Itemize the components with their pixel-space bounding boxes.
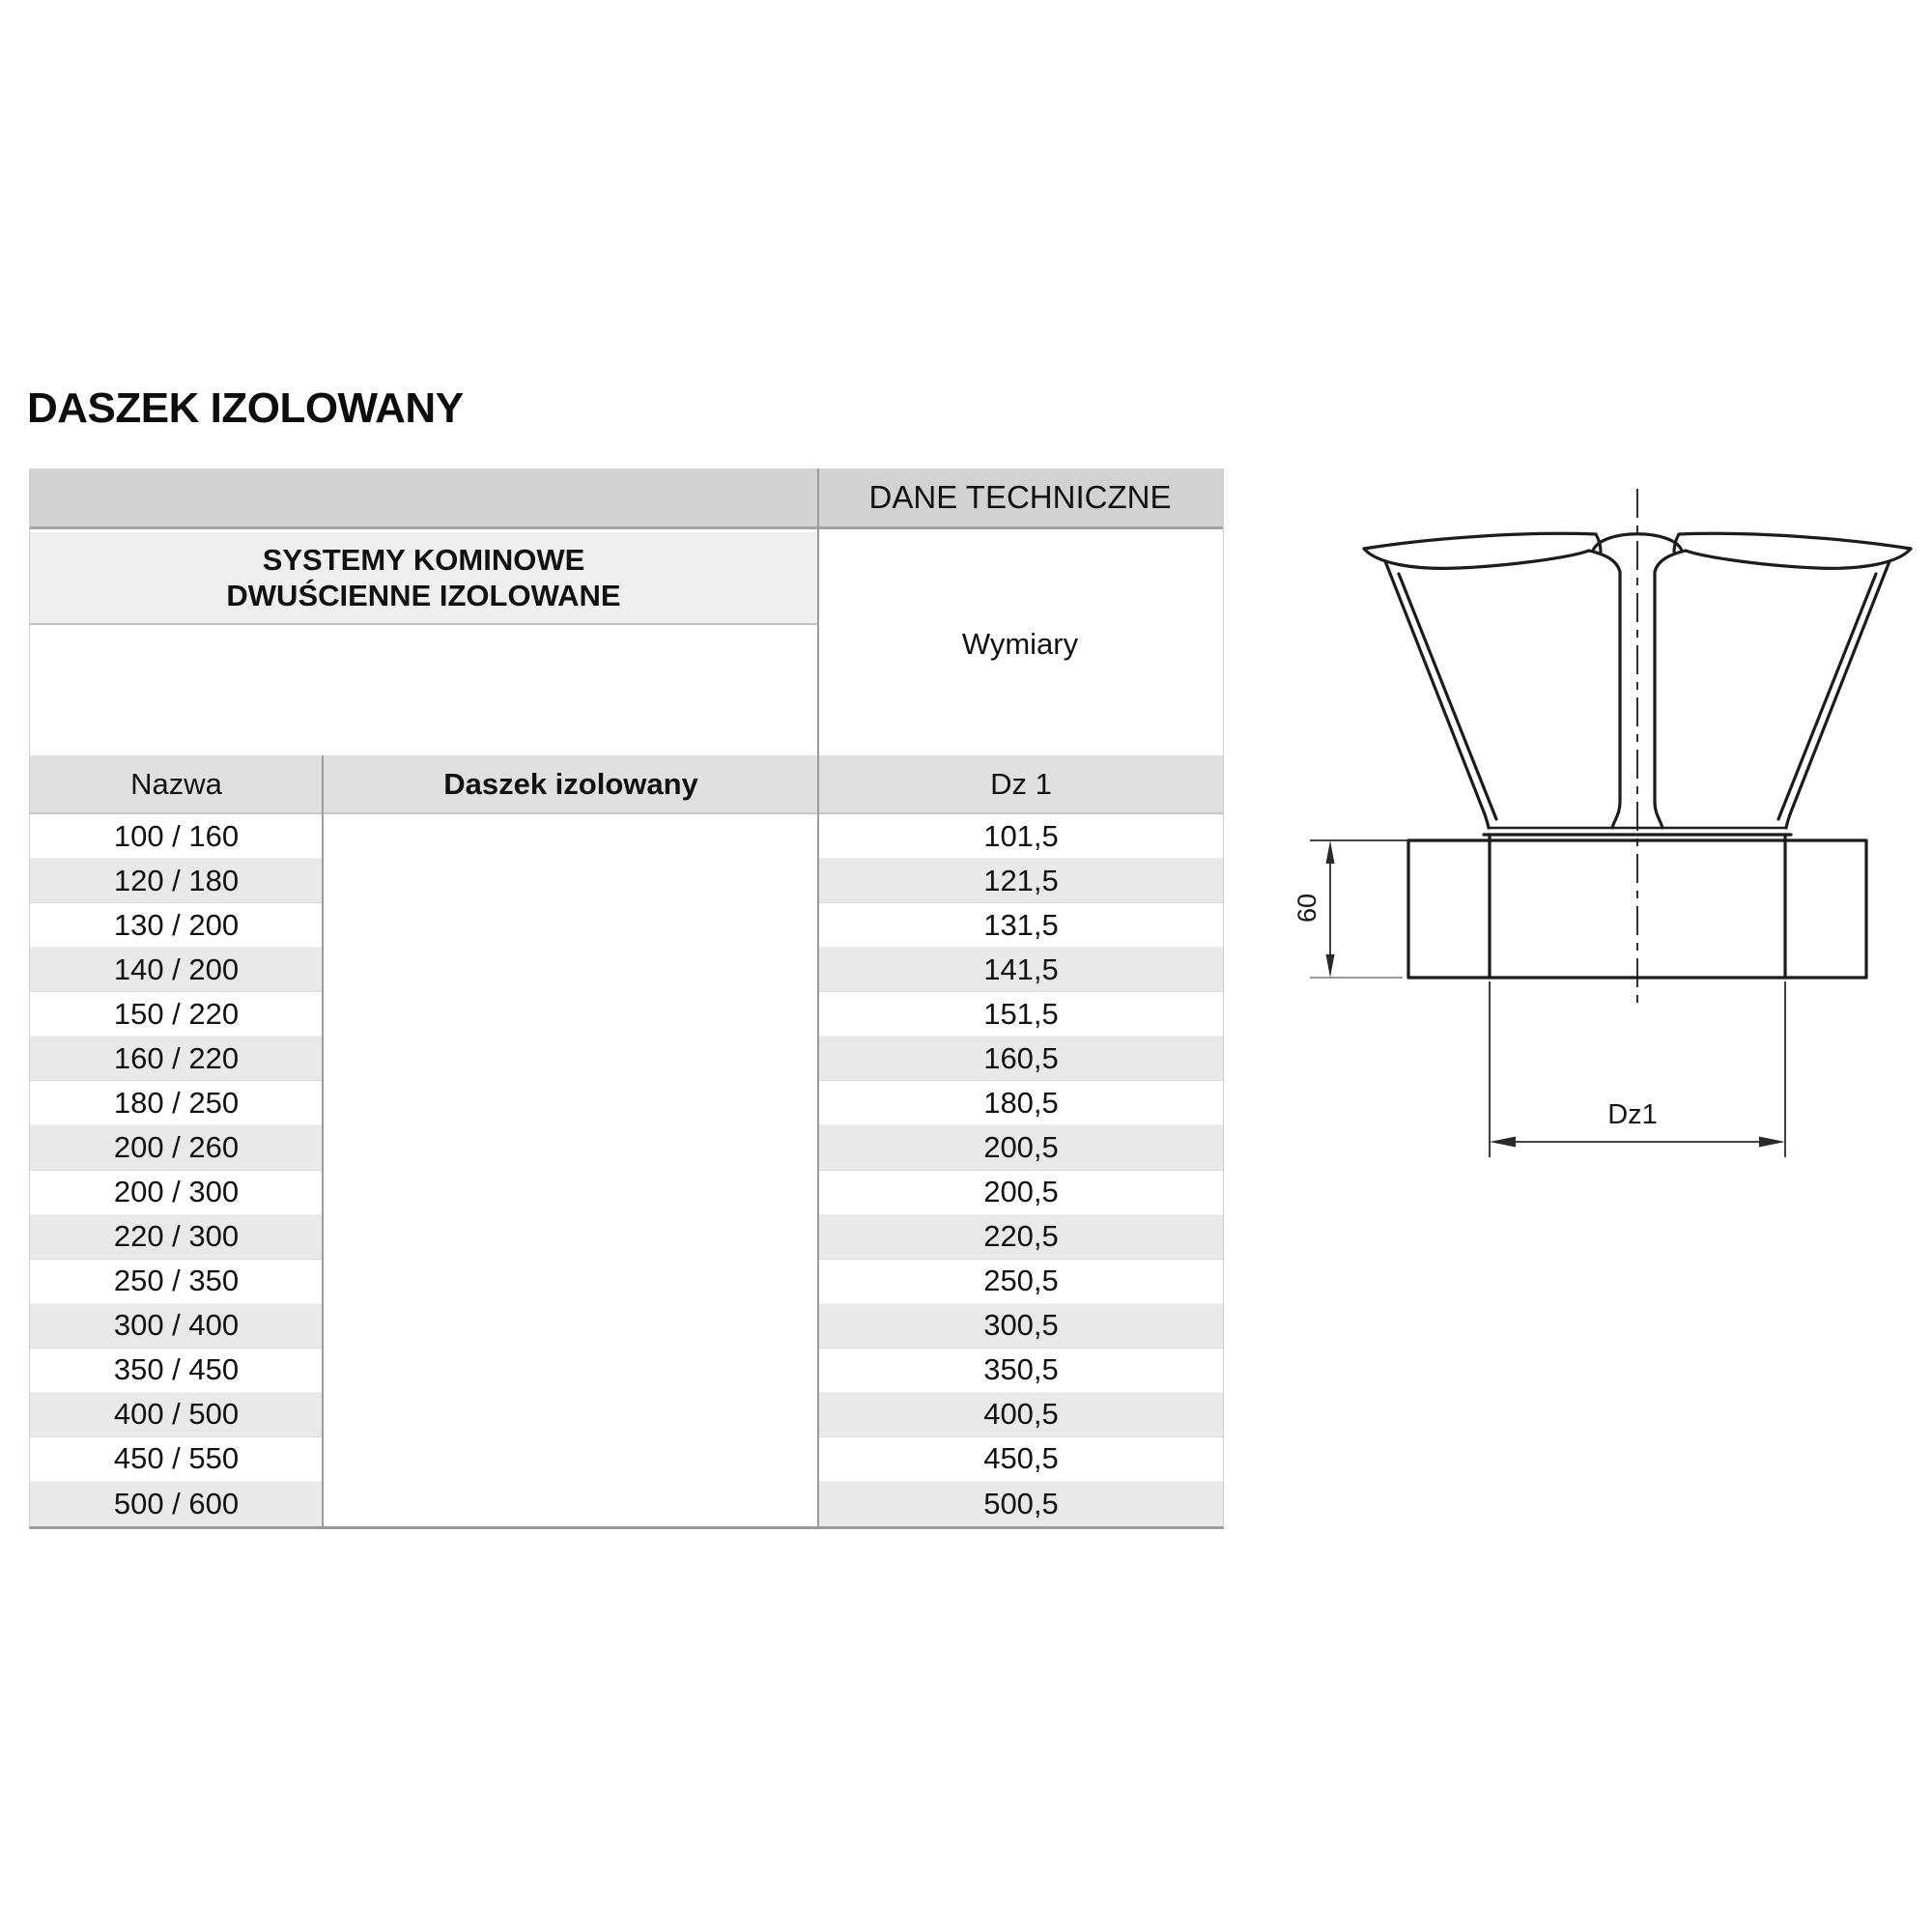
row-product-cell	[323, 1037, 819, 1081]
row-dz1-cell: 450,5	[819, 1437, 1223, 1482]
row-name-cell: 400 / 500	[30, 1392, 323, 1437]
table-row: 450 / 550 450,5	[30, 1437, 1223, 1482]
table-row: 180 / 250 180,5	[30, 1081, 1223, 1126]
row-product-cell	[323, 992, 819, 1037]
technical-data-table: DANE TECHNICZNE SYSTEMY KOMINOWE DWUŚCIE…	[29, 469, 1224, 1529]
height-dimension	[1310, 839, 1408, 979]
row-dz1-cell: 131,5	[819, 903, 1223, 949]
table-row: 130 / 200 131,5	[30, 903, 1223, 949]
diameter-dimension-label: Dz1	[1607, 1099, 1658, 1130]
row-dz1-cell: 180,5	[819, 1081, 1223, 1126]
row-product-cell	[323, 1304, 819, 1349]
row-name-cell: 160 / 220	[30, 1037, 323, 1082]
table-row: 100 / 160 101,5	[30, 814, 1223, 860]
table-row: 300 / 400 300,5	[30, 1303, 1223, 1349]
row-product-cell	[323, 1437, 819, 1482]
row-name-cell: 200 / 260	[30, 1125, 323, 1171]
row-name-cell: 220 / 300	[30, 1214, 323, 1260]
row-dz1-cell: 220,5	[819, 1214, 1223, 1260]
technical-drawing: 60 Dz1	[1293, 489, 1913, 1157]
table-body: 100 / 160 101,5 120 / 180 121,5 130 / 200 1…	[30, 814, 1223, 1526]
row-dz1-cell: 250,5	[819, 1260, 1223, 1304]
table-row: 200 / 260 200,5	[30, 1125, 1223, 1171]
row-product-cell	[323, 1260, 819, 1304]
row-product-cell	[323, 903, 819, 948]
system-group-line2: DWUŚCIENNE IZOLOWANE	[226, 579, 621, 612]
table-row: 140 / 200 141,5	[30, 948, 1223, 993]
row-product-cell	[323, 859, 819, 903]
height-dimension-label: 60	[1293, 894, 1321, 923]
row-name-cell: 180 / 250	[30, 1081, 323, 1126]
row-product-cell	[323, 948, 819, 992]
row-name-cell: 100 / 160	[30, 814, 323, 860]
row-dz1-cell: 121,5	[819, 859, 1223, 904]
diameter-dimension	[1489, 981, 1786, 1157]
row-dz1-cell: 400,5	[819, 1392, 1223, 1437]
row-product-cell	[323, 1081, 819, 1125]
row-name-cell: 120 / 180	[30, 859, 323, 904]
row-dz1-cell: 141,5	[819, 948, 1223, 993]
table-row: 350 / 450 350,5	[30, 1349, 1223, 1393]
row-dz1-cell: 300,5	[819, 1303, 1223, 1349]
row-name-cell: 140 / 200	[30, 948, 323, 993]
height-dimension-arrows	[1325, 840, 1335, 978]
row-name-cell: 150 / 220	[30, 992, 323, 1037]
blank-header-cell	[30, 469, 817, 529]
row-name-cell: 300 / 400	[30, 1303, 323, 1349]
column-divider-main	[817, 469, 819, 1526]
column-header-nazwa: Nazwa	[30, 755, 323, 814]
row-product-cell	[323, 1482, 819, 1526]
row-product-cell	[323, 1171, 819, 1215]
diameter-dimension-arrows	[1490, 1136, 1785, 1148]
row-dz1-cell: 101,5	[819, 814, 1223, 860]
row-dz1-cell: 151,5	[819, 992, 1223, 1037]
table-row: 120 / 180 121,5	[30, 859, 1223, 904]
row-name-cell: 350 / 450	[30, 1349, 323, 1393]
row-dz1-cell: 200,5	[819, 1125, 1223, 1171]
row-dz1-cell: 500,5	[819, 1481, 1223, 1526]
row-name-cell: 450 / 550	[30, 1437, 323, 1482]
row-dz1-cell: 200,5	[819, 1171, 1223, 1215]
column-header-dz1: Dz 1	[819, 755, 1223, 814]
row-product-cell	[323, 814, 819, 859]
table-row: 160 / 220 160,5	[30, 1037, 1223, 1082]
table-row: 220 / 300 220,5	[30, 1214, 1223, 1260]
dane-techniczne-header: DANE TECHNICZNE	[817, 469, 1223, 529]
row-product-cell	[323, 1125, 819, 1170]
wymiary-header: Wymiary	[817, 532, 1223, 755]
row-dz1-cell: 350,5	[819, 1349, 1223, 1393]
row-product-cell	[323, 1393, 819, 1437]
system-group-line1: SYSTEMY KOMINOWE	[262, 543, 585, 577]
row-name-cell: 250 / 350	[30, 1260, 323, 1304]
row-name-cell: 500 / 600	[30, 1481, 323, 1526]
column-divider-nazwa	[322, 755, 324, 1526]
table-row: 200 / 300 200,5	[30, 1171, 1223, 1215]
page-title: DASZEK IZOLOWANY	[27, 384, 464, 432]
table-row: 400 / 500 400,5	[30, 1392, 1223, 1437]
row-product-cell	[323, 1349, 819, 1393]
row-name-cell: 130 / 200	[30, 903, 323, 949]
table-row: 250 / 350 250,5	[30, 1260, 1223, 1304]
table-row: 150 / 220 151,5	[30, 992, 1223, 1037]
system-group-header: SYSTEMY KOMINOWE DWUŚCIENNE IZOLOWANE	[30, 532, 817, 625]
row-dz1-cell: 160,5	[819, 1037, 1223, 1082]
table-row: 500 / 600 500,5	[30, 1481, 1223, 1526]
row-name-cell: 200 / 300	[30, 1171, 323, 1215]
row-product-cell	[323, 1215, 819, 1260]
column-header-product: Daszek izolowany	[323, 755, 819, 814]
